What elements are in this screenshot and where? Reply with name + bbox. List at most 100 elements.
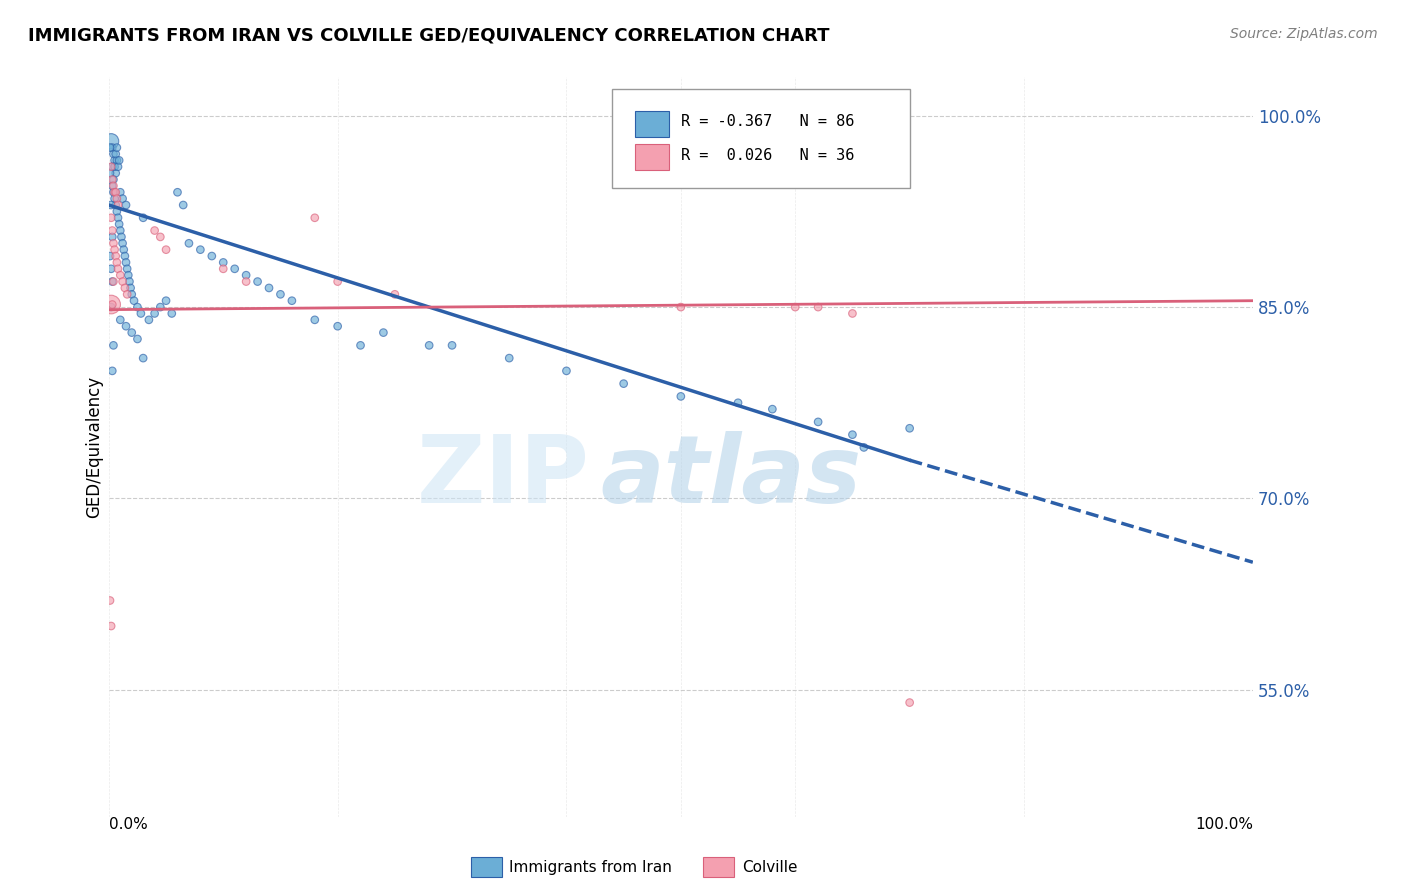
Point: [103, 186, 125, 200]
Point: [98, 593, 121, 607]
Point: [149, 300, 172, 314]
Bar: [636, 144, 669, 170]
Point: [101, 140, 124, 154]
Point: [114, 281, 136, 295]
Point: [107, 211, 129, 225]
Point: [103, 147, 125, 161]
Point: [103, 192, 125, 206]
Point: [98, 249, 121, 263]
Point: [132, 351, 155, 365]
Point: [224, 261, 246, 276]
Point: [807, 300, 830, 314]
Point: [441, 338, 464, 352]
Point: [143, 223, 166, 237]
Point: [118, 275, 141, 289]
Point: [257, 281, 280, 295]
Point: [149, 230, 172, 244]
Point: [127, 300, 149, 314]
Point: [100, 211, 122, 225]
Text: R =  0.026   N = 36: R = 0.026 N = 36: [681, 148, 855, 162]
Point: [107, 198, 129, 212]
Point: [103, 186, 125, 200]
Point: [103, 275, 125, 289]
Point: [103, 236, 125, 251]
Point: [246, 275, 269, 289]
Point: [111, 236, 134, 251]
Point: [110, 223, 132, 237]
Point: [114, 249, 136, 263]
Point: [155, 243, 177, 257]
Point: [785, 300, 807, 314]
FancyBboxPatch shape: [612, 88, 910, 188]
Point: [115, 198, 138, 212]
Point: [177, 236, 200, 251]
Point: [100, 198, 122, 212]
Point: [105, 140, 128, 154]
Point: [101, 223, 124, 237]
Point: [103, 153, 125, 168]
Point: [103, 160, 125, 174]
Point: [101, 178, 124, 193]
Point: [112, 243, 135, 257]
Point: [100, 160, 122, 174]
Point: [108, 153, 131, 168]
Point: [304, 211, 326, 225]
Text: ZIP: ZIP: [416, 431, 589, 523]
Point: [120, 281, 142, 295]
Point: [110, 230, 132, 244]
Point: [115, 287, 138, 301]
Point: [122, 293, 145, 308]
Point: [117, 268, 139, 283]
Text: R = -0.367   N = 86: R = -0.367 N = 86: [681, 114, 855, 129]
Point: [727, 396, 749, 410]
Point: [101, 160, 124, 174]
Point: [326, 275, 349, 289]
Point: [613, 376, 636, 391]
Point: [104, 147, 127, 161]
Point: [103, 178, 125, 193]
Point: [104, 249, 127, 263]
Point: [852, 441, 875, 455]
Point: [110, 186, 132, 200]
Point: [326, 319, 349, 334]
Point: [101, 297, 124, 311]
Point: [115, 319, 138, 334]
Point: [212, 261, 235, 276]
Text: Colville: Colville: [742, 860, 797, 874]
Text: atlas: atlas: [600, 431, 862, 523]
Point: [110, 268, 132, 283]
Point: [155, 293, 177, 308]
Point: [669, 300, 692, 314]
Point: [129, 306, 152, 320]
Point: [104, 166, 127, 180]
Point: [269, 287, 291, 301]
Point: [160, 306, 183, 320]
Point: [100, 300, 122, 314]
Point: [172, 198, 194, 212]
Point: [98, 166, 121, 180]
Point: [101, 230, 124, 244]
Point: [304, 313, 326, 327]
Point: [101, 364, 124, 378]
Point: [201, 249, 224, 263]
Point: [100, 297, 122, 311]
Point: [132, 211, 155, 225]
Point: [418, 338, 440, 352]
Point: [235, 268, 257, 283]
Point: [105, 204, 128, 219]
Point: [100, 261, 122, 276]
Point: [127, 332, 149, 346]
Point: [166, 186, 188, 200]
Point: [110, 313, 132, 327]
Text: IMMIGRANTS FROM IRAN VS COLVILLE GED/EQUIVALENCY CORRELATION CHART: IMMIGRANTS FROM IRAN VS COLVILLE GED/EQU…: [28, 27, 830, 45]
Point: [104, 198, 127, 212]
Point: [190, 243, 212, 257]
Point: [105, 153, 128, 168]
Point: [115, 261, 138, 276]
Point: [115, 255, 138, 269]
Point: [841, 427, 863, 442]
Point: [898, 696, 921, 710]
Point: [898, 421, 921, 435]
Point: [138, 313, 160, 327]
Point: [669, 389, 692, 403]
